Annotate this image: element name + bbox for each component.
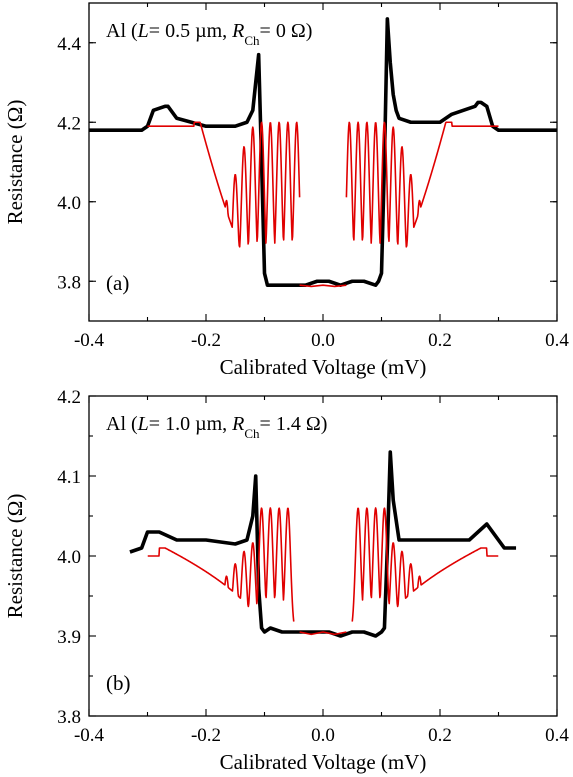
y-tick-label: 3.8: [57, 272, 81, 293]
x-axis-title: Calibrated Voltage (mV): [220, 750, 427, 774]
series-red-line-0: [147, 121, 301, 248]
series-black-line-0: [89, 17, 557, 288]
panel-b: -0.4 -0.2 0.0 0.2 0.4 3.8 3.9 4.0 4.1 4.2 Calibrat…: [3, 387, 569, 774]
series-red-line-1: [345, 121, 499, 248]
x-tick-label: 0.4: [545, 725, 569, 746]
x-axis-title: Calibrated Voltage (mV): [220, 355, 427, 379]
y-tick-label: 3.9: [57, 627, 81, 648]
panel-title: Al (L= 1.0 µm, RCh= 1.4 Ω): [106, 413, 327, 441]
y-tick-label: 4.0: [57, 547, 81, 568]
y-tick-label: 4.1: [57, 467, 81, 488]
y-tick-label: 4.4: [57, 34, 81, 55]
x-tick-label: 0.2: [428, 330, 452, 351]
x-tick-label: -0.4: [74, 330, 105, 351]
x-tick-label: 0.0: [311, 330, 335, 351]
plot-frame: [88, 2, 558, 322]
y-tick-label: 4.2: [57, 387, 81, 408]
series-red-line-2: [299, 284, 347, 288]
y-tick-label: 4.0: [57, 193, 81, 214]
y-axis-title: Resistance (Ω): [3, 100, 27, 225]
x-tick-label: 0.4: [545, 330, 569, 351]
y-tick-label: 3.8: [57, 707, 81, 728]
x-tick-label: 0.2: [428, 725, 452, 746]
x-tick-label: -0.2: [191, 725, 221, 746]
series-black-line-0: [129, 450, 517, 638]
series-red-line-1: [351, 507, 499, 622]
y-axis-title: Resistance (Ω): [3, 494, 27, 619]
panel-a: -0.4 -0.2 0.0 0.2 0.4 3.8 4.0 4.2 4.4 Calibrated …: [3, 2, 569, 379]
series-red-line-2: [299, 631, 347, 636]
x-tick-label: -0.4: [74, 725, 105, 746]
x-tick-label: -0.2: [191, 330, 221, 351]
panel-label: (b): [106, 671, 131, 695]
panel-label: (a): [106, 271, 129, 295]
panel-title: Al (L= 0.5 µm, RCh= 0 Ω): [106, 20, 312, 48]
y-tick-label: 4.2: [57, 113, 81, 134]
x-tick-label: 0.0: [311, 725, 335, 746]
series-red-line-0: [147, 507, 295, 622]
